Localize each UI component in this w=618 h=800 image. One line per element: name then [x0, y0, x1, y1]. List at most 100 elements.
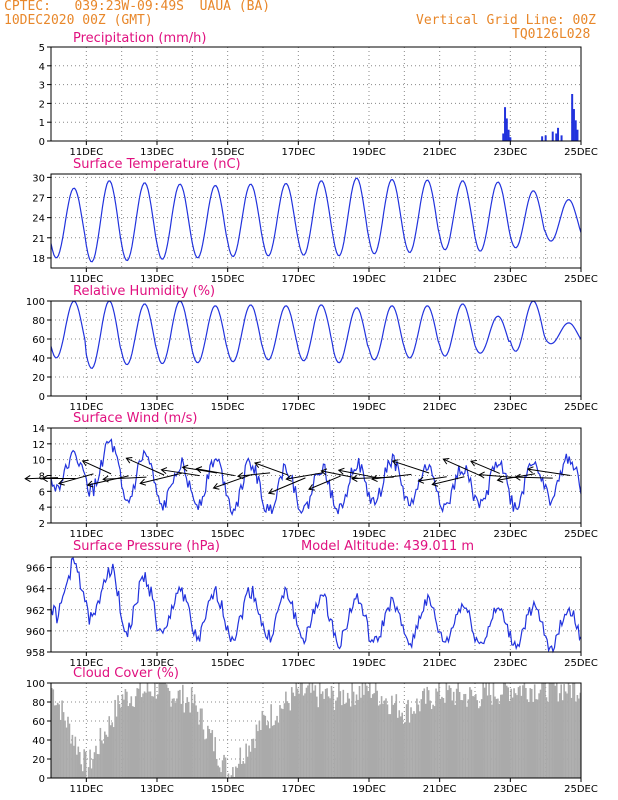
- cloud-bar: [419, 711, 421, 778]
- cloud-bar: [332, 690, 334, 778]
- cloud-bar: [371, 694, 374, 778]
- y-tick-label: 0: [39, 137, 45, 148]
- cloud-bar: [74, 736, 77, 778]
- panel-title: Cloud Cover (%): [73, 666, 179, 681]
- x-tick-label: 15DEC: [211, 658, 245, 669]
- cloud-bar: [121, 694, 124, 778]
- cloud-bar: [258, 720, 261, 778]
- y-tick-label: 4: [39, 503, 45, 514]
- y-tick-label: 60: [32, 335, 45, 346]
- wind-vector: [126, 457, 165, 476]
- cloud-bar: [439, 698, 442, 778]
- model-altitude-label: Model Altitude: 439.011 m: [301, 539, 474, 554]
- cloud-bar: [171, 698, 174, 778]
- cloud-bar: [553, 683, 555, 778]
- cloud-bar: [148, 691, 150, 778]
- cloud-bar: [179, 689, 181, 778]
- cloud-bar: [572, 683, 574, 778]
- precip-bar: [555, 133, 558, 141]
- cloud-bar: [342, 689, 345, 778]
- cloud-bar: [159, 683, 162, 778]
- cloud-bar: [124, 689, 127, 778]
- x-tick-label: 13DEC: [140, 274, 174, 285]
- x-tick-label: 17DEC: [281, 784, 315, 795]
- y-tick-label: 960: [26, 627, 45, 638]
- cloud-bar: [224, 757, 227, 778]
- cloud-bar: [436, 691, 439, 778]
- cloud-bar: [196, 711, 199, 778]
- cloud-bar: [245, 743, 247, 778]
- cloud-bar: [564, 691, 567, 778]
- cloud-bar: [174, 702, 177, 778]
- cloud-bar: [273, 724, 275, 778]
- y-tick-label: 18: [32, 254, 45, 265]
- y-tick-label: 5: [39, 43, 45, 54]
- cloud-bar: [566, 693, 568, 778]
- x-tick-label: 13DEC: [140, 147, 174, 158]
- wind-vector: [268, 477, 306, 494]
- cloud-bar: [533, 684, 536, 778]
- cloud-bar: [139, 683, 141, 778]
- cloud-bar: [411, 713, 414, 778]
- cloud-bar: [70, 743, 72, 778]
- y-tick-label: 80: [32, 316, 45, 327]
- wind-vector: [161, 469, 200, 477]
- cloud-bar: [236, 767, 239, 778]
- cloud-bar: [455, 688, 458, 778]
- cloud-bar: [367, 691, 370, 778]
- x-tick-label: 13DEC: [140, 784, 174, 795]
- cloud-bar: [358, 686, 361, 778]
- precip-bar: [560, 135, 563, 141]
- x-tick-label: 19DEC: [352, 274, 386, 285]
- cloud-bar: [71, 734, 74, 778]
- precip-bar: [502, 133, 505, 141]
- cloud-bar: [295, 683, 297, 778]
- cloud-bar: [109, 725, 112, 778]
- cloud-bar: [335, 700, 337, 778]
- cloud-bar: [535, 699, 537, 778]
- cloud-bar: [182, 684, 184, 778]
- cloud-bar: [164, 683, 166, 778]
- wind-arrowhead: [470, 459, 478, 467]
- cloud-bar: [413, 711, 415, 778]
- y-tick-label: 2: [39, 519, 45, 530]
- wind-arrowhead: [308, 484, 315, 491]
- wind-arrowhead: [102, 475, 109, 483]
- cloud-bar: [502, 683, 505, 778]
- cloud-bar: [486, 695, 489, 778]
- cloud-bar: [485, 683, 487, 778]
- cloud-bar: [279, 705, 281, 778]
- y-tick-label: 12: [32, 440, 45, 451]
- y-tick-label: 80: [32, 698, 45, 709]
- x-tick-label: 23DEC: [493, 147, 527, 158]
- x-tick-label: 17DEC: [281, 402, 315, 413]
- cloud-bar: [388, 714, 390, 778]
- x-tick-label: 21DEC: [423, 529, 457, 540]
- cloud-bar: [192, 703, 194, 778]
- cloud-bar: [354, 704, 356, 778]
- header-line-2: 10DEC2020 00Z (GMT): [4, 13, 153, 28]
- cloud-bar: [430, 709, 433, 778]
- x-tick-label: 25DEC: [564, 784, 598, 795]
- cloud-bar: [389, 714, 392, 778]
- panel-title: Surface Temperature (nC): [73, 157, 241, 172]
- cloud-bar: [427, 690, 430, 778]
- cloud-bar: [298, 693, 300, 778]
- cloud-bar: [346, 692, 349, 778]
- x-tick-label: 25DEC: [564, 274, 598, 285]
- cloud-bar: [282, 709, 284, 778]
- cloud-bar: [227, 773, 230, 778]
- precip-bar: [509, 137, 512, 141]
- cloud-bar: [323, 698, 325, 778]
- precip-bar: [505, 118, 508, 141]
- x-tick-label: 21DEC: [423, 274, 457, 285]
- cloud-bar: [383, 700, 386, 778]
- cloud-bar: [467, 699, 470, 778]
- header-line-1: CPTEC: 039:23W-09:49S UAUA (BA): [4, 0, 271, 14]
- wind-arrowhead: [526, 466, 534, 474]
- cloud-bar: [423, 688, 426, 778]
- cloud-bar: [336, 697, 339, 778]
- cloud-bar: [64, 720, 66, 778]
- cloud-bar: [93, 752, 96, 778]
- panel-title: Precipitation (mm/h): [73, 31, 206, 46]
